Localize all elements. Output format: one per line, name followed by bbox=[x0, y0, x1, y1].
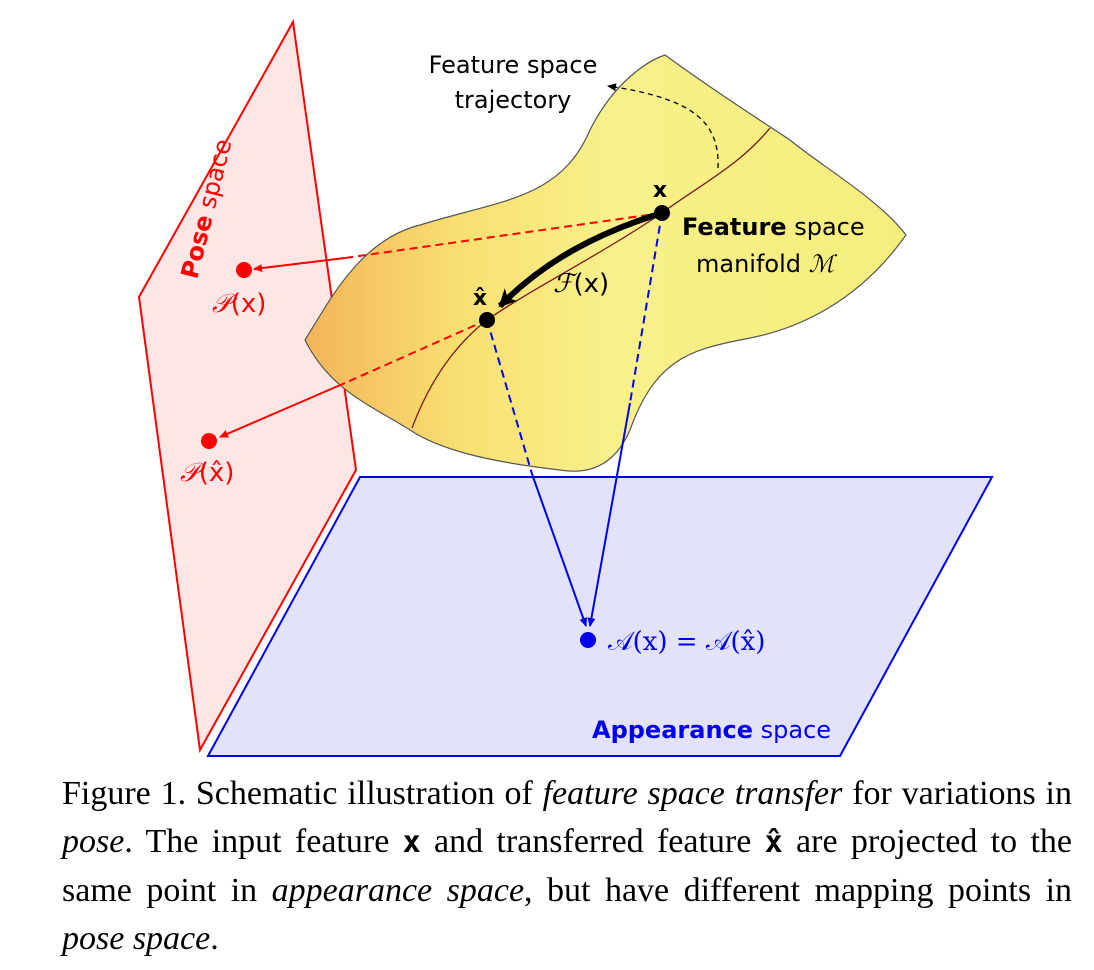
appearance-projection-dashed-x bbox=[629, 212, 663, 404]
trajectory-pointer bbox=[607, 83, 719, 169]
trajectory-label-line1: Feature space bbox=[429, 51, 598, 79]
pose-mapping-x-label: 𝒫(x) bbox=[212, 289, 266, 319]
pose-point-xhat bbox=[201, 433, 217, 449]
feature-space-label: Feature space bbox=[682, 213, 865, 241]
appearance-point bbox=[580, 632, 596, 648]
xhat-label: x̂ bbox=[473, 286, 487, 311]
appearance-space-label: Appearance space bbox=[592, 716, 831, 744]
figure-caption: Figure 1. Schematic illustration of feat… bbox=[62, 775, 1073, 957]
point-xhat bbox=[479, 312, 495, 328]
pose-arrow-xhat bbox=[219, 382, 346, 438]
appearance-plane bbox=[206, 476, 994, 757]
feature-space-transfer-diagram: Feature space trajectory Pose space x x̂… bbox=[137, 18, 994, 757]
point-x bbox=[654, 205, 670, 221]
transfer-arrow bbox=[497, 210, 663, 309]
trajectory-label-line2: trajectory bbox=[455, 86, 572, 114]
transfer-function-label: ℱ(x) bbox=[553, 269, 609, 299]
feature-manifold-surface bbox=[304, 54, 907, 472]
pose-arrow-x bbox=[253, 257, 346, 273]
appearance-arrow-xhat bbox=[531, 473, 588, 627]
manifold-label: manifold ℳ bbox=[696, 250, 838, 278]
x-label: x bbox=[653, 178, 667, 203]
pose-mapping-xhat-label: 𝒫(x̂) bbox=[180, 458, 234, 488]
appearance-mapping-label: 𝒜(x) = 𝒜(x̂) bbox=[608, 627, 765, 657]
trajectory-curve bbox=[411, 127, 771, 429]
pose-point-x bbox=[236, 262, 252, 278]
pose-projection-dashed-x bbox=[344, 212, 663, 259]
appearance-arrow-x bbox=[587, 402, 631, 627]
appearance-projection-dashed-xhat bbox=[486, 319, 533, 475]
